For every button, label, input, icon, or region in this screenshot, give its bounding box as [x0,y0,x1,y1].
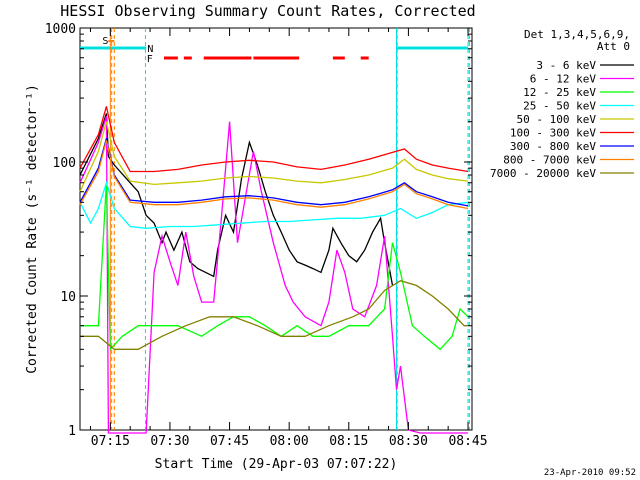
y-tick-label: 1000 [45,22,76,37]
legend-entry-label: 3 - 6 keV [536,59,596,72]
x-tick-label: 07:45 [210,434,249,449]
timestamp-footer: 23-Apr-2010 09:52 [544,468,636,478]
legend-header-line: Det 1,3,4,5,6,9, [524,28,630,41]
chart-title: HESSI Observing Summary Count Rates, Cor… [60,2,475,20]
saa-flag-label: S [102,36,108,47]
legend-entry-label: 50 - 100 keV [517,113,597,126]
flag-bars: S NF [80,36,469,65]
event-lines [109,28,470,430]
legend-entry-label: 800 - 7000 keV [503,154,596,167]
series-line [79,113,394,286]
series-line [80,182,469,351]
x-tick-label: 08:30 [389,434,428,449]
y-axis-label: Corrected Count Rate (s⁻¹ detector⁻¹) [25,84,40,374]
legend-entry-label: 12 - 25 keV [523,86,596,99]
legend-header-line: Att 0 [597,40,630,53]
x-axis: 07:15 07:30 07:45 08:00 08:15 08:30 08:45 [89,28,488,449]
legend-entry-label: 25 - 50 keV [523,100,596,113]
y-tick-label: 10 [60,290,76,305]
legend-entry-label: 6 - 12 keV [530,73,597,86]
series-line [79,121,469,192]
night-flag-label: N [147,44,153,55]
series-line [80,279,468,350]
legend-entry-label: 7000 - 20000 keV [490,167,596,180]
series-line [79,140,469,210]
plot-frame [79,27,473,431]
legend-entry-label: 100 - 300 keV [510,127,596,140]
series-line [79,106,469,173]
y-tick-label: 1 [68,424,76,439]
series-line [79,180,469,229]
y-axis: 1 10 100 1000 [45,22,472,439]
series-lines [79,106,469,434]
x-tick-label: 08:00 [270,434,309,449]
y-tick-label: 100 [53,156,76,171]
series-line [79,115,468,434]
legend-entry-label: 300 - 800 keV [510,140,596,153]
x-tick-label: 08:15 [329,434,368,449]
x-tick-label: 07:30 [150,434,189,449]
series-line [79,138,469,207]
x-tick-label: 08:45 [448,434,487,449]
x-tick-label: 07:15 [91,434,130,449]
x-axis-label: Start Time (29-Apr-03 07:07:22) [155,457,398,472]
flare-flag-label: F [147,54,153,65]
